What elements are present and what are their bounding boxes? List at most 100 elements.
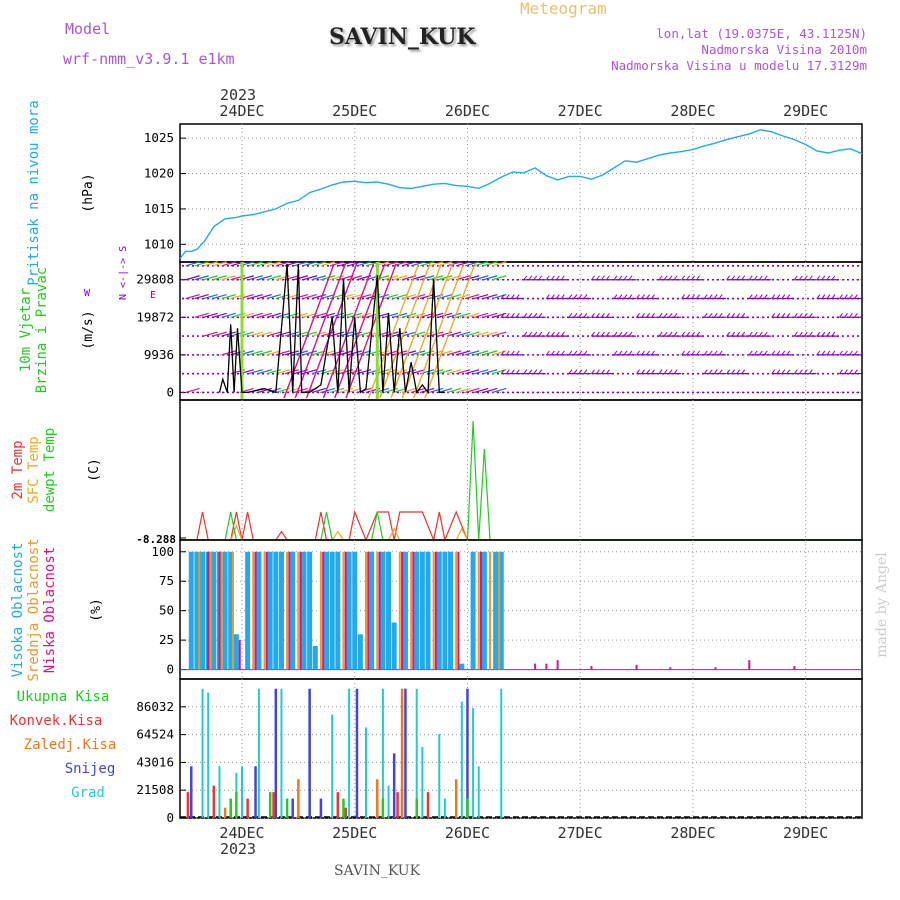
wind-barb-flag	[673, 331, 678, 337]
wind-barb	[437, 275, 453, 281]
precip-bar	[235, 792, 238, 818]
wind-barb-flag	[718, 313, 723, 318]
cloud-bar	[209, 551, 212, 670]
cloud-bar	[231, 551, 234, 670]
wind-barb-flag	[533, 313, 538, 318]
wind-barb	[302, 293, 318, 300]
wind-barb	[302, 261, 318, 267]
precip-bar	[201, 688, 204, 818]
wind-barb	[275, 331, 290, 337]
cloud-bar	[200, 551, 206, 670]
precip-bar	[355, 688, 359, 818]
wind-barb-flag	[568, 313, 573, 318]
wind-barb-flag	[748, 275, 753, 281]
station-title: SAVIN_KUK	[329, 24, 476, 50]
wind-barb-flag	[573, 369, 578, 374]
wind-barb	[221, 293, 236, 300]
cloud-bar	[352, 551, 358, 670]
cloud-bar	[434, 551, 437, 670]
wind-barb	[311, 275, 327, 281]
wind-barb-flag	[691, 275, 696, 281]
wind-barb-flag	[808, 275, 813, 281]
wind-barb	[437, 350, 453, 356]
precip-bar	[291, 798, 294, 818]
wind-barb-flag	[663, 275, 668, 281]
wind-barb-flag	[555, 294, 560, 299]
wind-barb-flag	[758, 294, 763, 299]
wind-barb-flag	[628, 331, 633, 337]
wind-barb-flag	[646, 369, 650, 374]
wind-barb	[185, 387, 200, 394]
y-tick-label: 1015	[144, 201, 174, 216]
precip-bar	[454, 779, 458, 818]
cloud-bar	[211, 551, 217, 670]
precip-bar	[342, 798, 345, 818]
wind-barb-flag	[741, 331, 746, 337]
wind-barb	[266, 369, 281, 375]
wind-barb-flag	[748, 294, 753, 299]
lonlat-text: lon,lat (19.0375E, 43.1125N)	[656, 26, 867, 41]
precip-bar	[404, 688, 407, 818]
wind-barb	[356, 350, 372, 356]
precip-bar	[400, 688, 404, 818]
wind-barb-flag	[803, 369, 808, 374]
y-tick-label: 29808	[136, 272, 174, 287]
wind-barb-flag	[646, 350, 650, 356]
wind-compass: N <-|-> S	[118, 246, 129, 300]
wind-barb-flag	[839, 313, 843, 318]
wind-barb-flag	[641, 369, 645, 374]
wind-barb-flag	[703, 350, 708, 356]
wind-barb-flag	[510, 369, 515, 374]
wind-barb-flag	[763, 275, 768, 281]
wind-barb-flag	[741, 275, 746, 281]
wind-barb-flag	[713, 350, 718, 356]
precip-bar	[421, 746, 424, 818]
wind-barb-flag	[601, 275, 605, 281]
wind-barb	[212, 275, 227, 281]
cloud-bar	[286, 551, 289, 670]
wind-barb-flag	[646, 294, 650, 299]
wind-barb	[465, 293, 480, 300]
wind-barb	[446, 331, 462, 337]
wind-barb-flag	[641, 313, 645, 318]
wind-barb-flag	[636, 313, 640, 318]
wind-barb	[483, 275, 498, 281]
wind-barb	[456, 331, 471, 337]
wind-barb-flag	[623, 331, 628, 337]
cloud-bar	[335, 551, 341, 670]
wind-barb-flag	[613, 350, 618, 356]
precip-bar	[241, 766, 243, 818]
wind-barb-flag	[618, 350, 623, 356]
wind-barb	[320, 387, 336, 394]
wind-barb	[213, 370, 227, 374]
cloud-bar	[534, 663, 537, 670]
wind-barb-flag	[758, 331, 763, 337]
wind-barb	[185, 275, 200, 281]
wind-barb-flag	[816, 350, 821, 356]
wind-barb	[221, 275, 236, 281]
wind-barb-flag	[793, 331, 798, 337]
precip-bar	[297, 779, 300, 818]
wind-barb	[410, 331, 426, 337]
wind-barb-flag	[673, 275, 678, 281]
wind-barb	[456, 369, 471, 375]
wind-storm-stroke	[322, 263, 375, 399]
wind-barb-flag	[500, 313, 505, 318]
wind-barb-flag	[668, 313, 673, 318]
wind-barb-flag	[741, 369, 746, 374]
wind-barb-flag	[808, 331, 813, 337]
wind-speed-line	[218, 263, 445, 395]
wind-barb-flag	[776, 313, 781, 318]
wind-barb-flag	[708, 369, 713, 374]
bottom-year-label: 2023	[220, 840, 256, 858]
wind-barb-flag	[758, 275, 763, 281]
x-tick-label-bottom: 28DEC	[670, 824, 715, 842]
panel-label: Brzina i Pravac	[34, 267, 50, 393]
cloud-bar	[319, 551, 322, 670]
panel-label: SFC Temp	[26, 436, 42, 503]
wind-barb-flag	[538, 275, 543, 281]
cloud-bar	[436, 551, 442, 670]
wind-barb	[356, 331, 372, 337]
wind-barb-flag	[628, 294, 633, 299]
wind-barb	[302, 275, 318, 281]
